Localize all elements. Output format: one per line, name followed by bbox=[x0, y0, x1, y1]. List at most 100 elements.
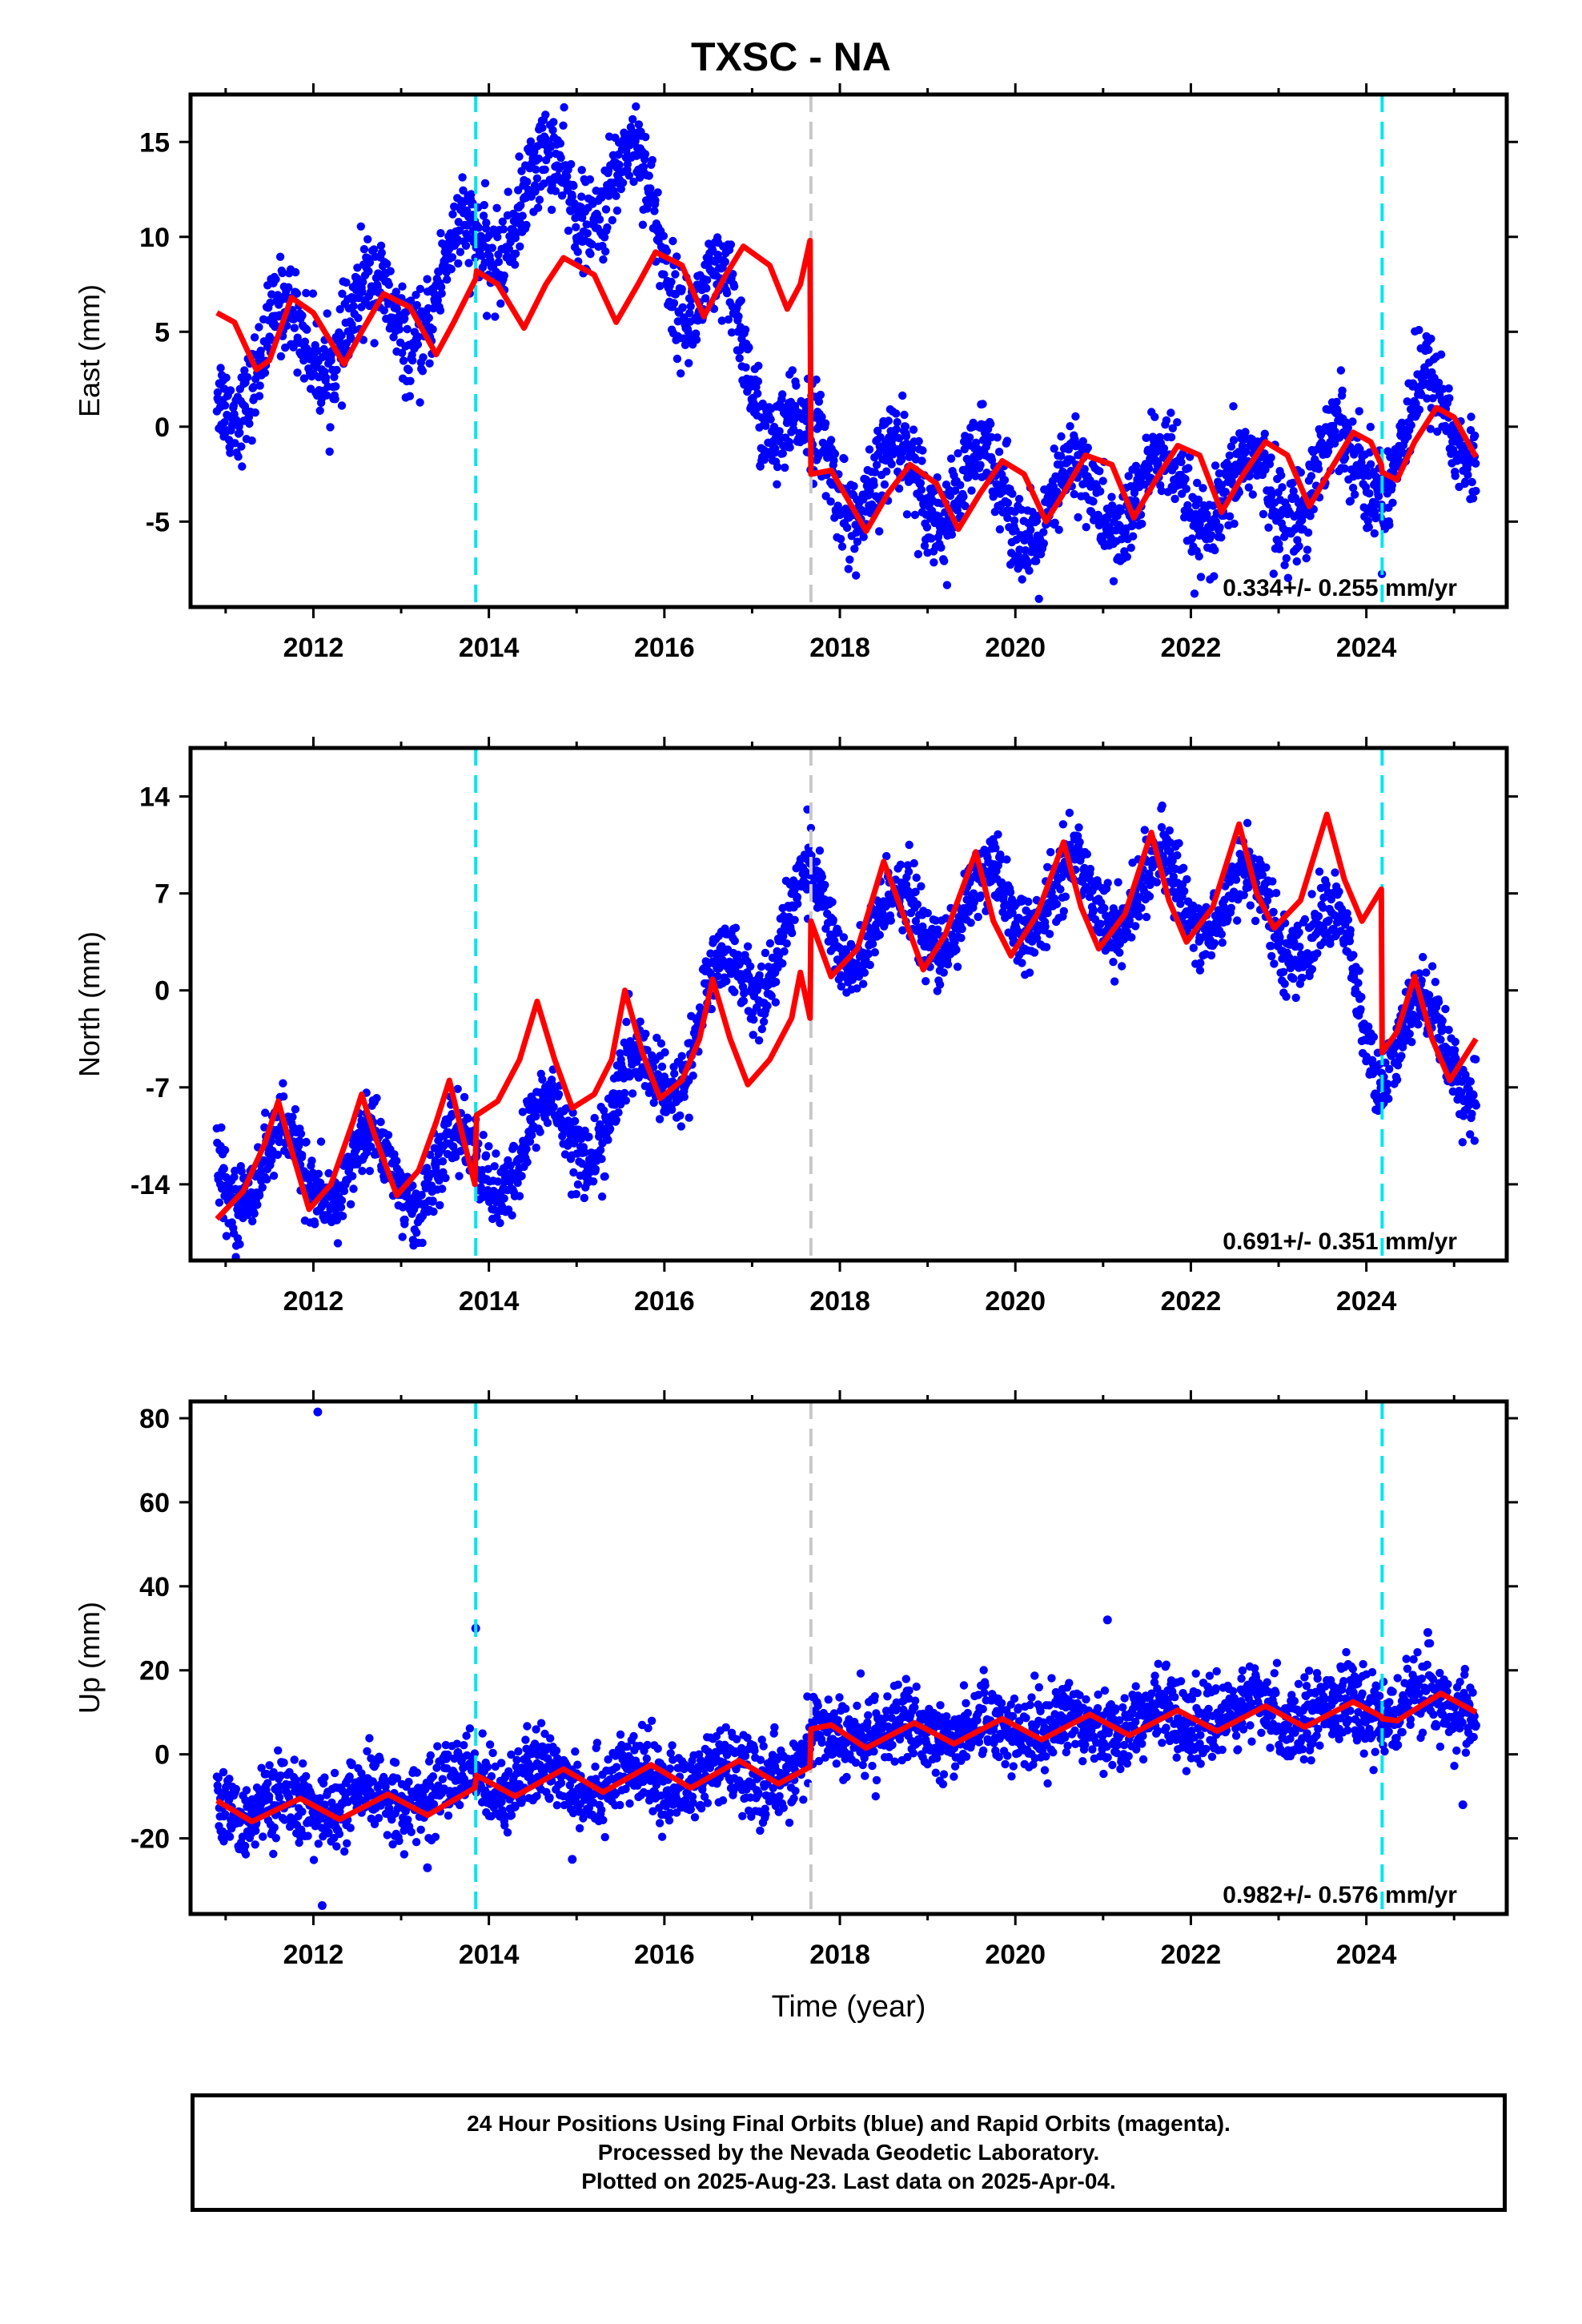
data-point bbox=[1137, 903, 1146, 912]
data-point bbox=[1332, 397, 1341, 407]
data-point bbox=[707, 1004, 716, 1014]
data-point bbox=[1176, 899, 1185, 908]
data-point bbox=[523, 177, 532, 187]
data-point bbox=[615, 160, 624, 170]
data-point bbox=[1126, 543, 1135, 553]
data-point bbox=[1280, 561, 1289, 569]
data-point bbox=[448, 210, 457, 219]
data-point bbox=[261, 1108, 270, 1117]
data-point bbox=[482, 312, 492, 320]
data-point bbox=[1065, 808, 1074, 818]
data-point bbox=[441, 1173, 450, 1183]
data-point bbox=[1279, 967, 1288, 977]
data-point bbox=[416, 398, 424, 407]
data-point bbox=[234, 452, 243, 461]
data-point bbox=[226, 386, 235, 395]
data-point bbox=[870, 948, 880, 957]
data-point bbox=[1142, 433, 1151, 442]
data-point bbox=[1427, 334, 1435, 344]
data-point bbox=[406, 376, 415, 385]
data-point bbox=[1140, 826, 1150, 834]
data-point bbox=[290, 324, 299, 332]
data-point bbox=[900, 410, 909, 420]
data-point bbox=[895, 434, 904, 443]
data-point bbox=[327, 356, 335, 365]
data-point bbox=[1154, 459, 1162, 468]
data-point bbox=[1298, 973, 1307, 983]
data-point bbox=[448, 1110, 456, 1119]
data-point bbox=[652, 1033, 661, 1043]
data-point bbox=[461, 241, 471, 250]
data-point bbox=[1288, 478, 1298, 488]
data-point bbox=[729, 282, 739, 291]
data-point bbox=[313, 346, 322, 356]
data-point bbox=[1045, 930, 1054, 939]
data-point bbox=[560, 103, 568, 112]
data-point bbox=[754, 1036, 764, 1045]
data-point bbox=[1468, 494, 1478, 503]
data-point bbox=[845, 555, 854, 564]
data-point bbox=[484, 1164, 492, 1174]
data-point bbox=[1039, 539, 1049, 548]
data-point bbox=[572, 223, 580, 231]
data-point bbox=[1210, 939, 1219, 948]
data-point bbox=[994, 830, 1002, 839]
data-point bbox=[379, 306, 388, 315]
data-point bbox=[1125, 916, 1134, 926]
data-point bbox=[1241, 428, 1250, 436]
data-point bbox=[556, 153, 565, 163]
data-point bbox=[1024, 897, 1033, 907]
data-point bbox=[1239, 891, 1249, 899]
data-point bbox=[1451, 472, 1460, 480]
data-point bbox=[245, 419, 254, 428]
data-point bbox=[547, 205, 556, 215]
data-point bbox=[247, 436, 256, 445]
data-point bbox=[289, 315, 299, 324]
data-point bbox=[828, 898, 837, 907]
data-point bbox=[595, 215, 604, 224]
data-point bbox=[518, 1108, 528, 1116]
x-tick-label: 2018 bbox=[809, 633, 870, 663]
data-point bbox=[909, 425, 918, 434]
data-point bbox=[526, 137, 536, 146]
data-point bbox=[291, 1105, 300, 1114]
data-point bbox=[1267, 453, 1275, 462]
data-point bbox=[256, 346, 265, 356]
model-line bbox=[215, 238, 1479, 534]
data-point bbox=[588, 240, 596, 249]
data-point bbox=[1082, 523, 1090, 532]
data-point bbox=[548, 126, 557, 135]
data-point bbox=[865, 445, 874, 454]
data-point bbox=[386, 267, 395, 275]
data-point bbox=[333, 1239, 343, 1248]
data-point bbox=[913, 900, 922, 909]
data-point bbox=[1444, 384, 1453, 393]
data-point bbox=[870, 468, 880, 476]
data-point bbox=[1170, 494, 1179, 504]
data-point bbox=[923, 909, 933, 918]
data-point bbox=[597, 1155, 606, 1164]
data-point bbox=[354, 313, 363, 323]
data-point bbox=[583, 229, 592, 238]
data-point bbox=[741, 325, 750, 334]
data-point bbox=[349, 302, 358, 311]
data-point bbox=[1109, 577, 1118, 585]
data-point bbox=[523, 1158, 532, 1167]
data-point bbox=[661, 1047, 669, 1057]
data-point bbox=[1174, 838, 1183, 848]
data-point bbox=[551, 187, 560, 195]
data-point bbox=[914, 436, 923, 446]
data-point bbox=[549, 1103, 558, 1112]
data-point bbox=[766, 415, 775, 424]
data-point bbox=[1103, 879, 1112, 887]
data-point bbox=[296, 1129, 306, 1139]
data-point bbox=[685, 359, 693, 368]
data-point bbox=[1267, 942, 1275, 951]
data-point bbox=[1227, 862, 1237, 871]
data-point bbox=[423, 275, 432, 283]
data-point bbox=[540, 165, 549, 174]
data-point bbox=[673, 317, 682, 326]
data-point bbox=[231, 1166, 239, 1176]
data-point bbox=[1388, 498, 1397, 507]
data-point bbox=[646, 184, 655, 193]
